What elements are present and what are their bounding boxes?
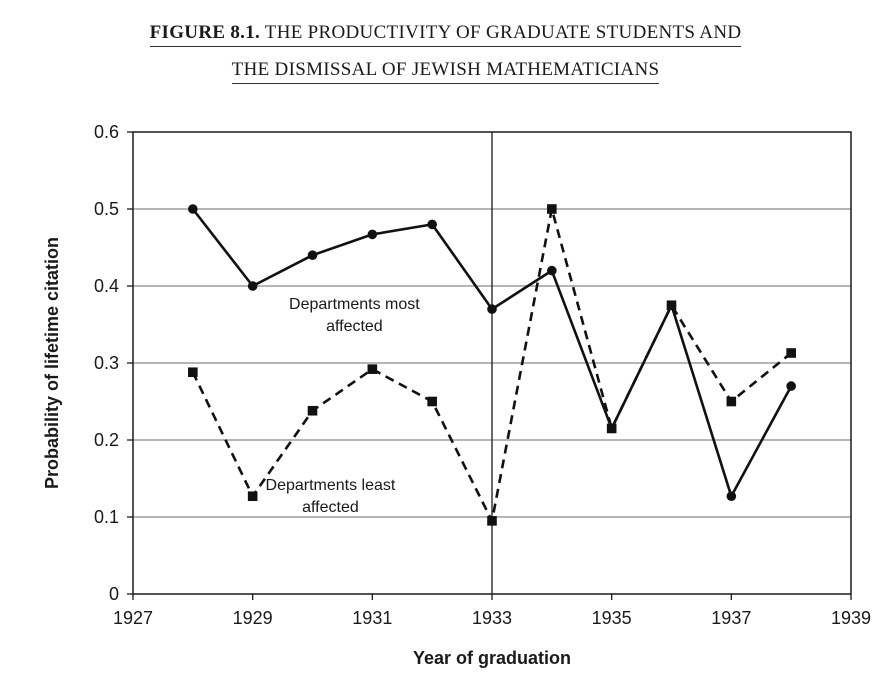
point-most-affected-1937	[726, 491, 737, 502]
y-tick-label: 0.1	[94, 507, 119, 527]
annotation-most-affected-line-2: affected	[326, 318, 383, 335]
y-tick-label: 0.6	[94, 122, 119, 142]
figure-label: FIGURE 8.1.	[149, 22, 261, 43]
figure-title-text-1: THE PRODUCTIVITY OF GRADUATE STUDENTS AN…	[264, 22, 742, 43]
annotations-group: Departments most affected Departments leas…	[266, 296, 421, 516]
point-least-affected-1928	[188, 367, 198, 378]
y-tick-label: 0	[109, 584, 119, 604]
point-most-affected-1931	[367, 229, 378, 240]
x-tick-label: 1933	[472, 608, 512, 628]
y-tick-label: 0.3	[94, 353, 119, 373]
y-axis-title: Probability of lifetime citation	[42, 237, 62, 489]
figure-title: FIGURE 8.1. THE PRODUCTIVITY OF GRADUATE…	[0, 14, 891, 88]
x-tick-label: 1931	[352, 608, 392, 628]
x-axis-tick-labels: 1927 1929 1931 1933 1935 1937 1939	[113, 594, 871, 628]
point-least-affected-1938	[786, 348, 796, 358]
figure-title-text-2: THE DISMISSAL OF JEWISH MATHEMATICIANS	[231, 59, 660, 80]
series-group	[188, 204, 796, 526]
figure-title-line-2: THE DISMISSAL OF JEWISH MATHEMATICIANS	[231, 57, 660, 84]
annotation-least-affected-line-2: affected	[302, 499, 359, 516]
point-least-affected-1937	[726, 396, 737, 407]
x-tick-label: 1935	[592, 608, 632, 628]
point-most-affected-1938	[786, 381, 796, 391]
point-least-affected-1930	[307, 405, 318, 416]
point-least-affected-1931	[367, 364, 378, 374]
point-least-affected-1934	[547, 204, 557, 214]
y-axis-tick-labels: 0 0.1 0.2 0.3 0.4 0.5 0.6	[94, 122, 133, 604]
x-tick-label: 1927	[113, 608, 153, 628]
point-most-affected-1932	[427, 219, 437, 230]
point-least-affected-1936	[666, 300, 677, 311]
point-most-affected-1930	[307, 250, 318, 260]
point-most-affected-1934	[547, 265, 557, 276]
point-least-affected-1933	[487, 516, 497, 526]
point-least-affected-1935	[606, 423, 617, 434]
x-axis-title: Year of graduation	[413, 648, 571, 668]
annotation-most-affected-line-1: Departments most	[289, 296, 420, 313]
y-tick-label: 0.4	[94, 276, 119, 296]
y-tick-label: 0.2	[94, 430, 119, 450]
point-most-affected-1928	[188, 204, 198, 214]
point-most-affected-1929	[247, 281, 258, 291]
annotation-least-affected-line-1: Departments least	[266, 477, 396, 494]
figure-title-line-1: FIGURE 8.1. THE PRODUCTIVITY OF GRADUATE…	[149, 20, 742, 47]
x-tick-label: 1937	[711, 608, 751, 628]
x-tick-label: 1929	[233, 608, 273, 628]
point-most-affected-1933	[487, 304, 497, 314]
y-tick-label: 0.5	[94, 199, 119, 219]
point-least-affected-1929	[247, 491, 258, 502]
point-least-affected-1932	[427, 396, 437, 407]
x-tick-label: 1939	[831, 608, 871, 628]
